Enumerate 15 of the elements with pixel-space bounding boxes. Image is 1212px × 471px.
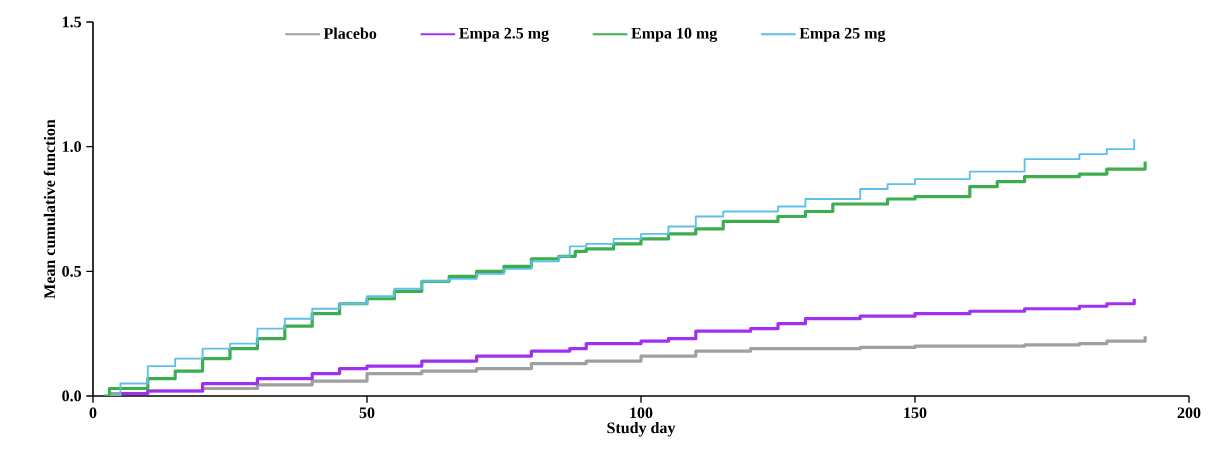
x-tick-label: 150 xyxy=(904,407,927,419)
x-tick-label: 200 xyxy=(1177,407,1201,419)
x-tick-label: 0 xyxy=(89,407,97,419)
x-tick-label: 50 xyxy=(359,407,375,419)
legend-label: Empa 10 mg xyxy=(631,27,718,42)
legend-label: Empa 2.5 mg xyxy=(459,27,549,42)
y-tick-label: 0.0 xyxy=(62,390,82,402)
y-tick-label: 1.0 xyxy=(62,141,82,153)
x-tick-label: 100 xyxy=(630,407,653,419)
legend-label: Empa 25 mg xyxy=(799,27,886,42)
y-tick-label: 1.5 xyxy=(62,16,82,28)
legend-label: Placebo xyxy=(323,27,377,39)
y-tick-label: 0.5 xyxy=(62,265,82,277)
x-axis-title: Study day xyxy=(607,421,676,437)
y-axis-title: Mean cumulative function xyxy=(43,119,56,299)
